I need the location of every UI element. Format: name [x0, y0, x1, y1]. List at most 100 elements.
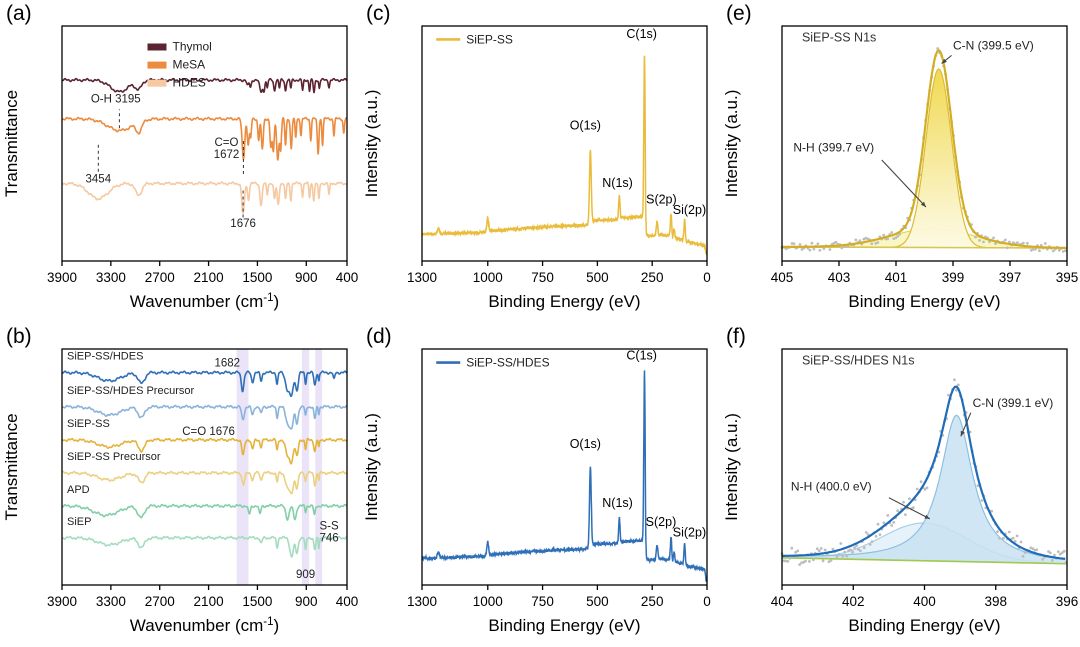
svg-text:1500: 1500	[242, 270, 272, 285]
svg-text:3300: 3300	[96, 594, 126, 609]
svg-text:C-N (399.1 eV): C-N (399.1 eV)	[973, 396, 1054, 410]
svg-text:1500: 1500	[242, 594, 272, 609]
svg-text:SiEP-SS: SiEP-SS	[466, 32, 513, 46]
svg-text:900: 900	[295, 594, 318, 609]
svg-text:O-H 3195: O-H 3195	[91, 93, 141, 105]
svg-text:395: 395	[1056, 270, 1079, 285]
panel-d: (d) O(1s) N(1s) C(1s) S(2p) Si(2p) 1300 1000 75…	[360, 323, 720, 647]
svg-text:900: 900	[295, 270, 318, 285]
svg-text:Wavenumber (cm-1): Wavenumber (cm-1)	[130, 616, 279, 635]
svg-text:O(1s): O(1s)	[570, 437, 601, 451]
svg-text:1300: 1300	[407, 594, 437, 609]
svg-text:SiEP-SS Precursor: SiEP-SS Precursor	[67, 451, 161, 463]
chart-n1s-siep-ss: 405 403 401 399 397 395 Binding Energy (eV) Int…	[722, 25, 1079, 311]
svg-text:405: 405	[771, 270, 794, 285]
panel-letter-b: (b)	[6, 325, 32, 348]
svg-text:1300: 1300	[407, 270, 437, 285]
svg-text:Si(2p): Si(2p)	[673, 526, 706, 540]
svg-text:Si(2p): Si(2p)	[673, 203, 706, 217]
svg-text:O(1s): O(1s)	[570, 118, 601, 132]
svg-text:Intensity (a.u.): Intensity (a.u.)	[722, 413, 741, 521]
svg-text:2700: 2700	[145, 594, 175, 609]
svg-text:0: 0	[703, 270, 711, 285]
panel-f: (f) 404 402 400 398 396 Binding Energy (eV) In…	[720, 323, 1080, 647]
svg-text:C=O 1676: C=O 1676	[182, 426, 235, 438]
chart-xps-survey-siep-ss-hdes: O(1s) N(1s) C(1s) S(2p)Si(2p) 1300 1000 750 500…	[362, 348, 711, 635]
svg-text:S(2p): S(2p)	[646, 515, 677, 529]
svg-text:400: 400	[913, 594, 936, 609]
svg-text:Binding Energy (eV): Binding Energy (eV)	[488, 616, 640, 635]
svg-text:500: 500	[586, 594, 609, 609]
svg-text:N(1s): N(1s)	[602, 496, 633, 510]
svg-text:N-H (399.7 eV): N-H (399.7 eV)	[793, 141, 874, 155]
svg-text:2100: 2100	[194, 270, 224, 285]
svg-text:1000: 1000	[473, 270, 503, 285]
svg-text:Intensity (a.u.): Intensity (a.u.)	[722, 90, 741, 198]
panel-a: (a) 3900 3300 2700 2100 1500 900 400 Wavenumber…	[0, 0, 360, 323]
svg-text:S(2p): S(2p)	[646, 192, 677, 206]
svg-text:400: 400	[336, 594, 359, 609]
panel-c: (c) O(1s) N(1s) C(1s) S(2p) Si(2p) 1300 1000 75…	[360, 0, 720, 323]
chart-xps-survey-siep-ss: O(1s) N(1s) C(1s) S(2p)Si(2p) 1300 1000 750 500…	[362, 25, 711, 311]
svg-text:403: 403	[828, 270, 851, 285]
svg-text:402: 402	[842, 594, 865, 609]
svg-text:3900: 3900	[47, 594, 77, 609]
svg-text:396: 396	[1056, 594, 1079, 609]
panel-letter-e: (e)	[726, 2, 752, 25]
svg-text:SiEP-SS/HDES N1s: SiEP-SS/HDES N1s	[802, 353, 915, 367]
svg-text:HDES: HDES	[173, 76, 206, 90]
svg-text:3454: 3454	[86, 173, 112, 185]
svg-text:SiEP-SS: SiEP-SS	[67, 418, 110, 430]
svg-text:1000: 1000	[473, 594, 503, 609]
svg-text:Binding Energy (eV): Binding Energy (eV)	[488, 292, 640, 311]
panel-letter-f: (f)	[726, 325, 746, 348]
svg-text:909: 909	[296, 569, 315, 581]
svg-text:3900: 3900	[47, 270, 77, 285]
svg-text:Thymol: Thymol	[173, 40, 212, 54]
svg-text:Transmittance: Transmittance	[2, 90, 21, 197]
svg-text:1676: 1676	[230, 218, 256, 230]
svg-text:C-N (399.5 eV): C-N (399.5 eV)	[953, 39, 1034, 53]
svg-text:SiEP-SS/HDES Precursor: SiEP-SS/HDES Precursor	[67, 385, 194, 397]
svg-text:C(1s): C(1s)	[626, 349, 657, 363]
svg-text:SiEP-SS N1s: SiEP-SS N1s	[802, 30, 876, 44]
svg-text:1682: 1682	[215, 358, 241, 370]
svg-text:Binding Energy (eV): Binding Energy (eV)	[848, 616, 1000, 635]
svg-text:MeSA: MeSA	[173, 58, 206, 72]
svg-text:N(1s): N(1s)	[602, 176, 633, 190]
svg-text:399: 399	[942, 270, 965, 285]
chart-ftir-components: 3900 3300 2700 2100 1500 900 400 Wavenumber (cm…	[2, 25, 359, 311]
svg-text:C(1s): C(1s)	[626, 27, 657, 41]
panel-letter-a: (a)	[6, 2, 32, 25]
svg-text:250: 250	[641, 594, 664, 609]
svg-text:SiEP-SS/HDES: SiEP-SS/HDES	[466, 356, 549, 370]
svg-text:Wavenumber (cm-1): Wavenumber (cm-1)	[130, 292, 279, 311]
svg-text:750: 750	[531, 594, 554, 609]
svg-text:500: 500	[586, 270, 609, 285]
svg-text:0: 0	[703, 594, 711, 609]
svg-text:Intensity (a.u.): Intensity (a.u.)	[362, 90, 381, 198]
panel-b: (b) SiEP-SS/HDES SiEP-SS/HDES Precursor Si…	[0, 323, 360, 647]
svg-text:401: 401	[885, 270, 908, 285]
svg-text:398: 398	[984, 594, 1007, 609]
svg-text:SiEP: SiEP	[67, 516, 91, 528]
panel-letter-d: (d)	[366, 325, 392, 348]
svg-text:2700: 2700	[145, 270, 175, 285]
svg-text:SiEP-SS/HDES: SiEP-SS/HDES	[67, 351, 143, 363]
svg-text:Binding Energy (eV): Binding Energy (eV)	[848, 292, 1000, 311]
svg-text:Intensity (a.u.): Intensity (a.u.)	[362, 413, 381, 521]
svg-text:3300: 3300	[96, 270, 126, 285]
svg-text:250: 250	[641, 270, 664, 285]
panel-e: (e) 405 403 401 399 397 395 Binding Energy (eV…	[720, 0, 1080, 323]
chart-n1s-siep-ss-hdes: 404 402 400 398 396 Binding Energy (eV) Intens…	[722, 348, 1079, 635]
svg-text:APD: APD	[67, 484, 90, 496]
panel-letter-c: (c)	[366, 2, 391, 25]
svg-text:2100: 2100	[194, 594, 224, 609]
svg-text:397: 397	[999, 270, 1022, 285]
svg-text:750: 750	[531, 270, 554, 285]
svg-text:400: 400	[336, 270, 359, 285]
svg-text:N-H (400.0 eV): N-H (400.0 eV)	[791, 480, 872, 494]
